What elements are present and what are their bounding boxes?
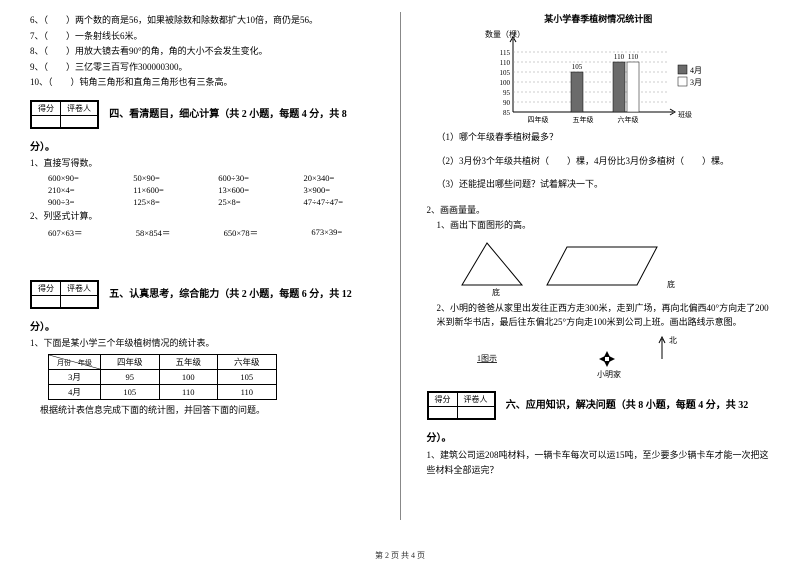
score-blank — [428, 407, 457, 419]
svg-text:105: 105 — [500, 69, 511, 77]
chart-title: 某小学春季植树情况统计图 — [427, 12, 771, 25]
svg-text:100: 100 — [500, 79, 511, 87]
question-6: 6、（ ）两个数的商是56，如果被除数和除数都扩大10倍，商仍是56。 — [30, 14, 374, 28]
col-header: 四年级 — [101, 355, 160, 370]
home-label: 小明家 — [597, 369, 621, 379]
page: 6、（ ）两个数的商是56，如果被除数和除数都扩大10倍，商仍是56。 7、（ … — [0, 0, 800, 540]
left-column: 6、（ ）两个数的商是56，如果被除数和除数都扩大10倍，商仍是56。 7、（ … — [30, 12, 374, 520]
svg-text:115: 115 — [500, 49, 511, 57]
svg-text:110: 110 — [628, 53, 639, 61]
svg-text:110: 110 — [614, 53, 625, 61]
calc-grid-2: 607×63＝ 58×854＝ 650×78＝ 673×39= — [48, 227, 374, 239]
calc-cell: 900÷3= — [48, 197, 109, 207]
svg-text:四年级: 四年级 — [528, 115, 549, 124]
column-divider — [400, 12, 401, 520]
calc-cell: 600×90= — [48, 173, 109, 183]
svg-text:3月: 3月 — [690, 78, 702, 87]
row-header: 3月 — [49, 370, 101, 385]
question-8: 8、（ ）用放大镜去看90°的角，角的大小不会发生变化。 — [30, 45, 374, 59]
shapes-diagram: 底 底 — [457, 235, 717, 297]
grader-blank — [61, 115, 98, 127]
calc-cell: 210×4= — [48, 185, 109, 195]
row-header: 4月 — [49, 385, 101, 400]
section-4-title: 四、看清题目，细心计算（共 2 小题，每题 4 分，共 8 — [109, 109, 347, 120]
data-cell: 105 — [101, 385, 160, 400]
calc-cell: 11×600= — [133, 185, 194, 195]
calc-cell: 3×900= — [303, 185, 373, 195]
sub-5-1b: 根据统计表信息完成下面的统计图，并回答下面的问题。 — [40, 404, 374, 418]
question-10: 10、（ ）钝角三角形和直角三角形也有三条高。 — [30, 76, 374, 90]
section-5-title: 五、认真思考，综合能力（共 2 小题，每题 6 分，共 12 — [109, 289, 352, 300]
section-6-title: 六、应用知识，解决问题（共 8 小题，每题 4 分，共 32 — [506, 400, 749, 411]
grader-blank — [457, 407, 494, 419]
calc-cell: 673×39= — [311, 227, 373, 239]
chart-q2: （2）3月份3个年级共植树（ ）棵，4月份比3月份多植树（ ）棵。 — [437, 155, 771, 169]
y-axis-label: 数量（棵） — [485, 29, 525, 39]
svg-text:95: 95 — [503, 89, 511, 97]
chart-q3: （3）还能提出哪些问题？试着解决一下。 — [437, 178, 771, 192]
svg-text:85: 85 — [503, 109, 511, 117]
section-6-fen: 分）。 — [427, 431, 771, 446]
section-4-fen: 分）。 — [30, 140, 374, 155]
data-cell: 110 — [218, 385, 277, 400]
svg-text:110: 110 — [500, 59, 511, 67]
calc-cell: 13×600= — [218, 185, 279, 195]
calc-grid: 600×90= 50×90= 600÷30= 20×340= 210×4= 11… — [48, 173, 374, 207]
sub-2: 2、画画量量。 — [427, 204, 771, 218]
grader-label: 评卷人 — [457, 393, 494, 407]
svg-text:五年级: 五年级 — [573, 115, 594, 124]
data-cell: 100 — [159, 370, 218, 385]
sub-4-2: 2、列竖式计算。 — [30, 210, 374, 224]
score-label: 得分 — [428, 393, 457, 407]
score-blank — [32, 295, 61, 307]
data-cell: 105 — [218, 370, 277, 385]
question-7: 7、（ ）一条射线长6米。 — [30, 30, 374, 44]
score-label: 得分 — [32, 281, 61, 295]
svg-text:底: 底 — [492, 287, 500, 297]
sub-2-2: 2、小明的爸爸从家里出发往正西方走300米，走到广场，再向北偏西40°方向走了2… — [437, 301, 771, 330]
score-box-4: 得分评卷人 — [30, 100, 99, 129]
score-box-6: 得分评卷人 — [427, 391, 496, 420]
sub-6-1: 1、建筑公司运208吨材料，一辆卡车每次可以运15吨，至少要多少辆卡车才能一次把… — [427, 448, 771, 477]
sub-2-1: 1、画出下面图形的高。 — [437, 219, 771, 233]
svg-text:105: 105 — [572, 63, 583, 71]
score-label: 得分 — [32, 101, 61, 115]
svg-text:班级: 班级 — [678, 110, 692, 119]
direction-diagram: 北 1图示 小明家 — [447, 331, 707, 381]
calc-cell: 600÷30= — [218, 173, 279, 183]
sub-5-1: 1、下面是某小学三个年级植树情况的统计表。 — [30, 337, 374, 351]
svg-text:4月: 4月 — [690, 66, 702, 75]
north-label: 北 — [669, 336, 677, 345]
bar-chart: 数量（棵） 85 90 95 100 105 110 115 — [483, 27, 713, 127]
right-column: 某小学春季植树情况统计图 数量（棵） 85 90 95 100 10 — [427, 12, 771, 520]
grader-label: 评卷人 — [61, 281, 98, 295]
page-footer: 第 2 页 共 4 页 — [0, 550, 800, 561]
calc-cell: 25×8= — [218, 197, 279, 207]
chart-q1: （1）哪个年级春季植树最多？ — [437, 131, 771, 145]
calc-cell: 58×854＝ — [136, 227, 202, 239]
scale-label: 1图示 — [477, 354, 497, 363]
score-blank — [32, 115, 61, 127]
calc-cell: 607×63＝ — [48, 227, 114, 239]
section-5-fen: 分）。 — [30, 320, 374, 335]
col-header: 五年级 — [159, 355, 218, 370]
svg-text:六年级: 六年级 — [618, 115, 639, 124]
data-cell: 95 — [101, 370, 160, 385]
score-box-5: 得分评卷人 — [30, 280, 99, 309]
col-header: 六年级 — [218, 355, 277, 370]
grader-label: 评卷人 — [61, 101, 98, 115]
calc-cell: 50×90= — [133, 173, 194, 183]
sub-4-1: 1、直接写得数。 — [30, 157, 374, 171]
calc-cell: 47÷47÷47= — [303, 197, 373, 207]
svg-text:底: 底 — [667, 279, 675, 289]
calc-cell: 650×78＝ — [224, 227, 290, 239]
calc-cell: 125×8= — [133, 197, 194, 207]
grader-blank — [61, 295, 98, 307]
table-corner: 月份 年级 — [49, 355, 101, 370]
svg-text:90: 90 — [503, 99, 511, 107]
question-9: 9、（ ）三亿零三百写作300000300。 — [30, 61, 374, 75]
calc-cell: 20×340= — [303, 173, 373, 183]
data-cell: 110 — [159, 385, 218, 400]
planting-table: 月份 年级 四年级 五年级 六年级 3月 95 100 105 4月 105 1… — [48, 354, 277, 400]
